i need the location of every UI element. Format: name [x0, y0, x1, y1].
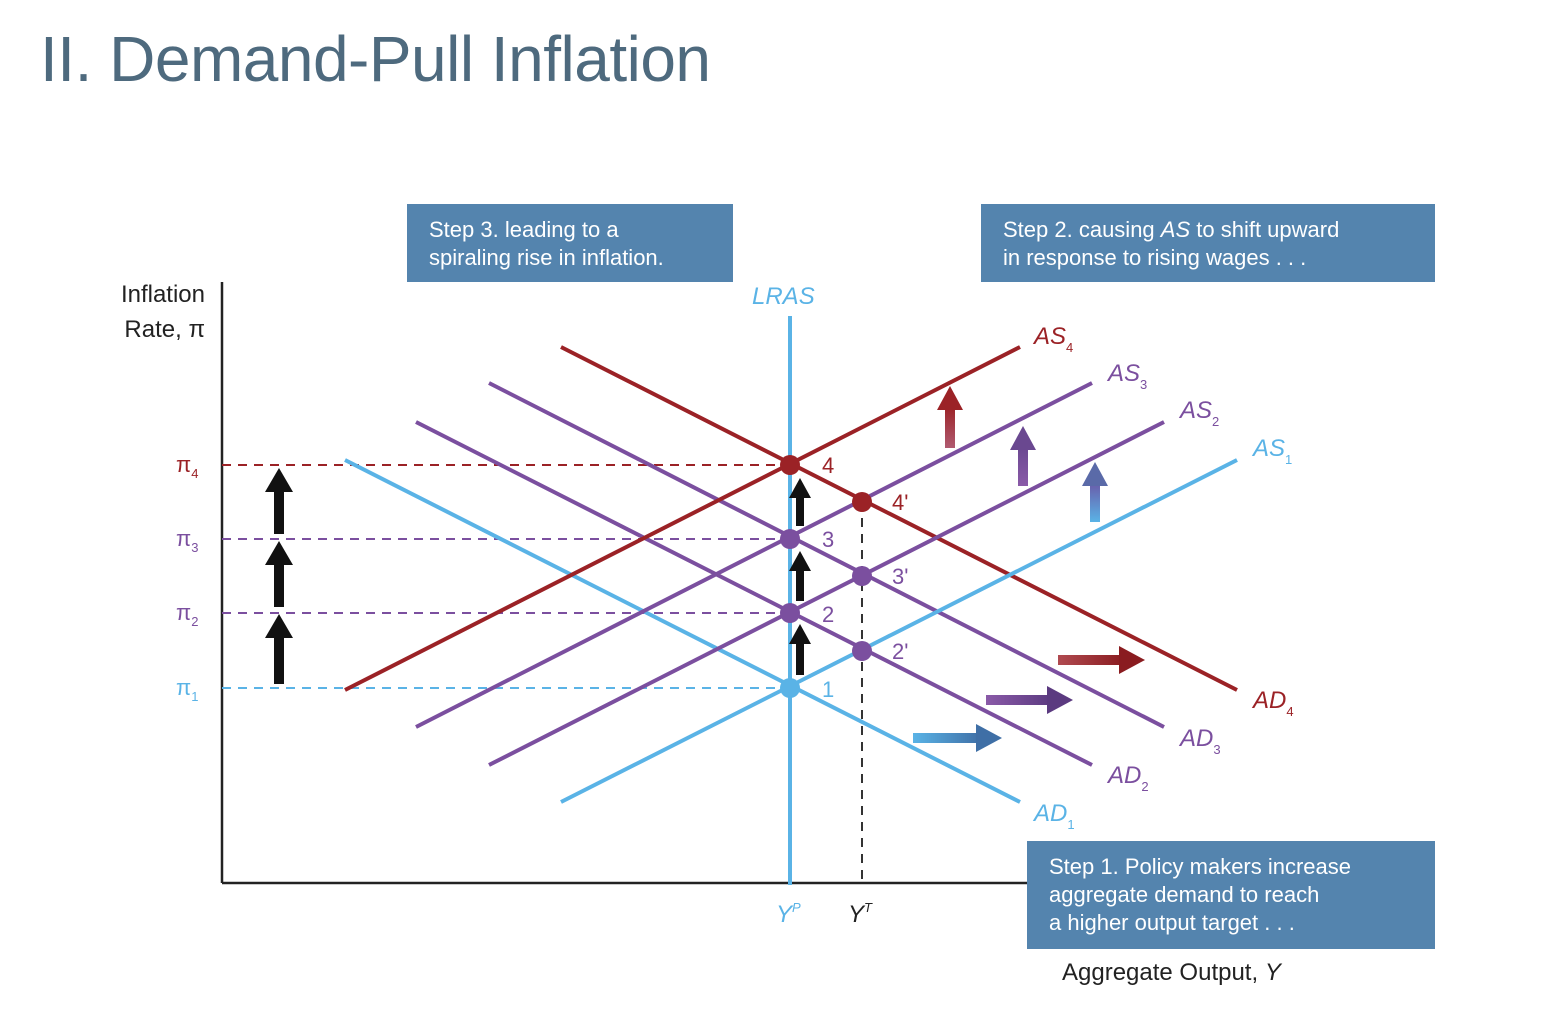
- x-axis-label-var: Y: [1265, 959, 1283, 986]
- point-label-4: 4: [822, 453, 834, 478]
- point-label-4-prime: 4': [892, 490, 908, 515]
- x-tick-yt-sup: T: [864, 900, 873, 915]
- as4-label-sub: 4: [1066, 340, 1073, 355]
- y-tick-pi1-sub: 1: [191, 689, 198, 704]
- step2-callout-line1: Step 2. causing AS to shift upward: [1003, 216, 1413, 244]
- ad3-curve: [488, 381, 1165, 729]
- point-2-prime: [852, 641, 872, 661]
- as1-label: AS1: [1251, 435, 1292, 467]
- ad4-label-sub: 4: [1286, 704, 1293, 719]
- ad1-label: AD1: [1032, 800, 1075, 832]
- as-shift-arrow-2: [1010, 426, 1036, 486]
- step2-callout-line2: in response to rising wages . . .: [1003, 245, 1307, 270]
- as-shift-arrow-1: [1082, 462, 1108, 522]
- y-tick-pi3: π3: [176, 526, 198, 555]
- point-1: [780, 678, 800, 698]
- ad-shift-arrow-2: [986, 686, 1073, 714]
- step1-callout-line3: a higher output target . . .: [1049, 910, 1295, 935]
- step1-callout: Step 1. Policy makers increase aggregate…: [1027, 841, 1435, 949]
- step2-callout-line1-pre: Step 2. causing: [1003, 217, 1161, 242]
- as1-label-base: AS: [1251, 435, 1285, 462]
- point-3: [780, 529, 800, 549]
- point-label-2: 2: [822, 602, 834, 627]
- ad3-label: AD3: [1178, 725, 1221, 757]
- y-tick-pi1: π1: [176, 675, 198, 704]
- left-up-arrow-2: [265, 541, 293, 607]
- point-4-prime: [852, 492, 872, 512]
- as3-label: AS3: [1106, 360, 1147, 392]
- y-tick-pi3-base: π: [176, 526, 191, 551]
- point-label-2-prime: 2': [892, 639, 908, 664]
- y-tick-pi4-base: π: [176, 452, 191, 477]
- as3-label-sub: 3: [1140, 377, 1147, 392]
- as1-label-sub: 1: [1285, 452, 1292, 467]
- slide-title: II. Demand-Pull Inflation: [40, 23, 711, 95]
- ad2-label-base: AD: [1106, 762, 1141, 789]
- x-tick-yp-base: Y: [776, 901, 794, 928]
- ad4-label-base: AD: [1251, 687, 1286, 714]
- y-tick-pi3-sub: 3: [191, 540, 198, 555]
- x-axis-label-text: Aggregate Output,: [1062, 959, 1265, 986]
- y-tick-pi2-base: π: [176, 600, 191, 625]
- step3-callout: Step 3. leading to a spiraling rise in i…: [407, 204, 733, 282]
- y-tick-pi1-base: π: [176, 675, 191, 700]
- ad1-label-sub: 1: [1067, 817, 1074, 832]
- point-2: [780, 603, 800, 623]
- as4-label: AS4: [1032, 323, 1073, 355]
- point-4: [780, 455, 800, 475]
- point-3-prime: [852, 566, 872, 586]
- as1-curve: [560, 458, 1238, 804]
- as4-curve: [344, 345, 1021, 692]
- step1-callout-line2: aggregate demand to reach: [1049, 882, 1320, 907]
- step3-callout-line2: spiraling rise in inflation.: [429, 245, 664, 270]
- ad3-label-sub: 3: [1213, 742, 1220, 757]
- ad1-curve: [344, 458, 1021, 804]
- x-tick-yt-base: Y: [848, 901, 866, 928]
- y-tick-pi2-sub: 2: [191, 614, 198, 629]
- y-axis-label-line2: Rate, π: [124, 316, 205, 343]
- lras-label: LRAS: [752, 283, 815, 310]
- as-shift-arrow-3: [937, 386, 963, 448]
- left-up-arrow-1: [265, 614, 293, 684]
- x-tick-yp: YP: [776, 900, 801, 928]
- as2-label-base: AS: [1178, 397, 1212, 424]
- step3-callout-line1: Step 3. leading to a: [429, 217, 619, 242]
- as3-label-base: AS: [1106, 360, 1140, 387]
- as2-label: AS2: [1178, 397, 1219, 429]
- point-label-1: 1: [822, 677, 834, 702]
- x-tick-yp-sup: P: [792, 900, 801, 915]
- lras-up-arrow-3: [789, 478, 811, 526]
- y-tick-pi4-sub: 4: [191, 466, 198, 481]
- step2-callout: Step 2. causing AS to shift upward in re…: [981, 204, 1435, 282]
- ad-shift-arrow-3: [1058, 646, 1145, 674]
- x-tick-yt: YT: [848, 900, 873, 928]
- as4-label-base: AS: [1032, 323, 1066, 350]
- point-label-3-prime: 3': [892, 564, 908, 589]
- ad2-label: AD2: [1106, 762, 1149, 794]
- as2-label-sub: 2: [1212, 414, 1219, 429]
- ad-shift-arrow-1: [913, 724, 1002, 752]
- left-up-arrow-3: [265, 468, 293, 534]
- point-label-3: 3: [822, 527, 834, 552]
- as3-curve: [415, 381, 1093, 729]
- lras-up-arrow-1: [789, 624, 811, 675]
- step2-callout-line1-em: AS: [1160, 217, 1191, 242]
- step2-callout-line1-post: to shift upward: [1190, 217, 1340, 242]
- ad2-label-sub: 2: [1141, 779, 1148, 794]
- ad1-label-base: AD: [1032, 800, 1067, 827]
- ad3-label-base: AD: [1178, 725, 1213, 752]
- x-axis-label: Aggregate Output, Y: [1062, 959, 1283, 986]
- y-axis-label-line1: Inflation: [121, 281, 205, 308]
- y-tick-pi2: π2: [176, 600, 198, 629]
- lras-up-arrow-2: [789, 551, 811, 601]
- as2-curve: [488, 420, 1165, 767]
- ad4-label: AD4: [1251, 687, 1294, 719]
- y-tick-pi4: π4: [176, 452, 198, 481]
- ad4-curve: [560, 345, 1238, 692]
- step1-callout-line1: Step 1. Policy makers increase: [1049, 854, 1352, 879]
- ad2-curve: [415, 420, 1093, 767]
